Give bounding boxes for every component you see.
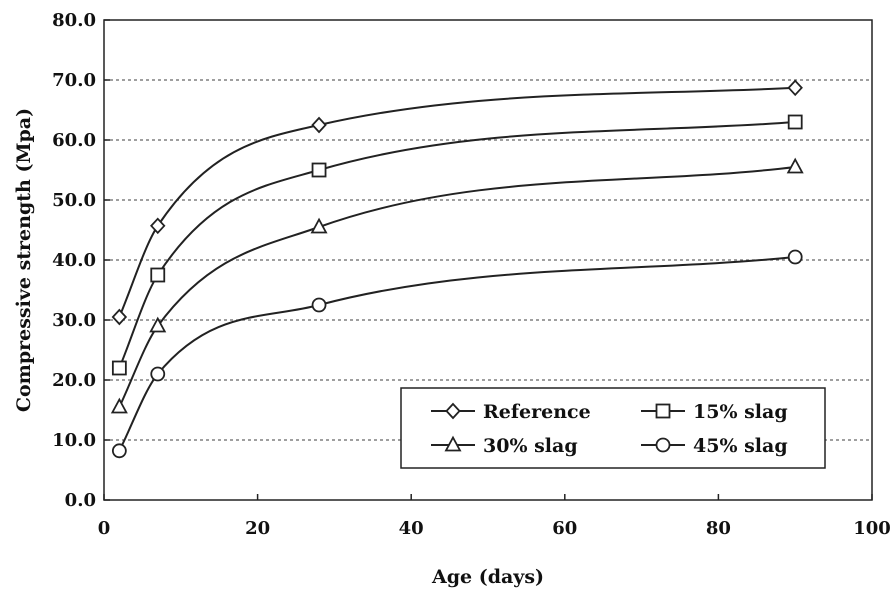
data-point	[311, 162, 327, 178]
legend: Reference 15% slag 30% slag 45% slag	[400, 387, 826, 469]
x-tick-label: 40	[399, 518, 424, 539]
data-point	[311, 297, 327, 313]
legend-marker	[445, 402, 461, 420]
data-point	[310, 217, 328, 234]
x-tick-labels: 0 20 40 60 80 100	[98, 494, 890, 539]
y-tick-label: 70.0	[52, 70, 96, 91]
series-line	[118, 166, 796, 408]
series-circle	[111, 249, 803, 459]
legend-label: 15% slag	[693, 401, 788, 423]
x-tick-label: 100	[853, 518, 890, 539]
series-line	[118, 86, 796, 318]
x-tick-label: 80	[706, 518, 731, 539]
legend-item: 30% slag	[431, 435, 578, 457]
y-tick-label: 50.0	[52, 190, 96, 211]
y-tick-label: 30.0	[52, 310, 96, 331]
data-point	[311, 116, 327, 134]
x-tick-label: 20	[245, 518, 270, 539]
series-square	[111, 114, 803, 376]
data-point	[787, 114, 803, 130]
y-tick-label: 40.0	[52, 250, 96, 271]
legend-marker	[444, 435, 462, 452]
x-axis-title: Age (days)	[431, 566, 544, 588]
series-line	[118, 256, 796, 452]
series-diamond	[111, 79, 803, 326]
legend-label: 30% slag	[483, 435, 578, 457]
y-tick-labels: 0.0 10.0 20.0 30.0 40.0 50.0 60.0 70.0 80.0	[52, 10, 110, 511]
data-point	[110, 397, 128, 414]
data-point	[111, 360, 127, 376]
x-tick-label: 0	[98, 518, 111, 539]
legend-label: Reference	[483, 401, 591, 423]
plot-frame	[103, 19, 873, 501]
legend-marker	[655, 403, 671, 419]
y-tick-label: 10.0	[52, 430, 96, 451]
series-group	[110, 79, 804, 459]
legend-item: Reference	[431, 401, 591, 423]
data-point	[786, 157, 804, 174]
legend-label: 45% slag	[693, 435, 788, 457]
data-point	[787, 79, 803, 97]
legend-marker	[655, 437, 671, 453]
y-tick-label: 20.0	[52, 370, 96, 391]
y-tick-label: 0.0	[65, 490, 96, 511]
legend-box	[400, 387, 826, 469]
legend-item: 15% slag	[641, 401, 788, 423]
data-point	[150, 267, 166, 283]
data-point	[149, 316, 167, 333]
data-point	[111, 308, 128, 326]
series-line	[118, 121, 796, 369]
data-point	[150, 217, 166, 235]
data-point	[150, 366, 166, 382]
data-point	[787, 249, 803, 265]
x-tick-label: 60	[552, 518, 577, 539]
data-point	[111, 443, 127, 459]
series-triangle	[110, 157, 804, 414]
y-axis-title: Compressive strength (Mpa)	[13, 108, 35, 412]
y-tick-label: 60.0	[52, 130, 96, 151]
legend-item: 45% slag	[641, 435, 788, 457]
y-tick-label: 80.0	[52, 10, 96, 31]
